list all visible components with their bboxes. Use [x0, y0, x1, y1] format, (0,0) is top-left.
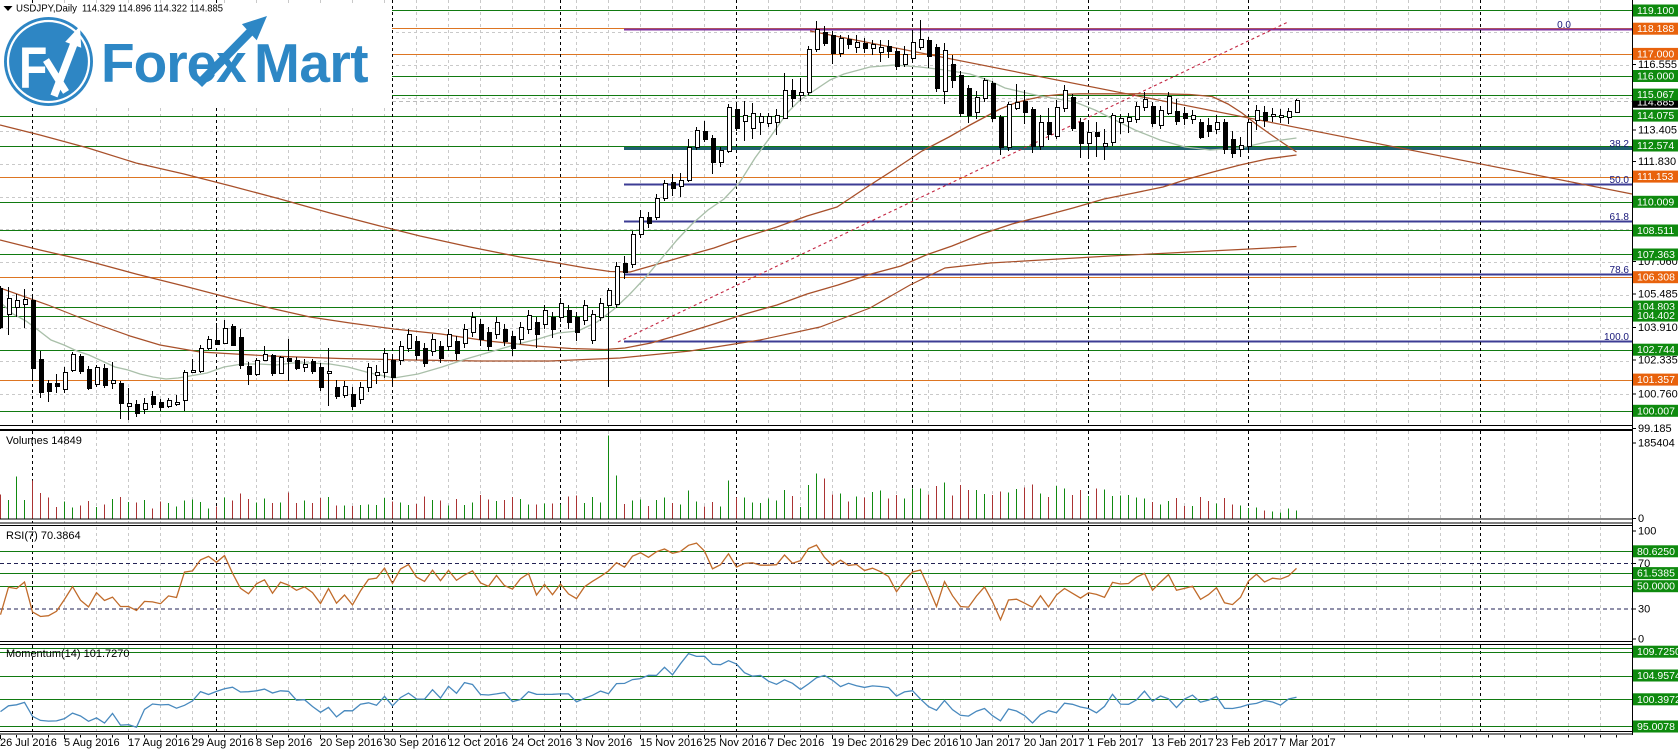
- svg-text:25 Nov 2016: 25 Nov 2016: [704, 737, 766, 749]
- svg-text:0: 0: [1638, 513, 1644, 525]
- svg-text:102.335: 102.335: [1638, 354, 1678, 366]
- svg-text:7 Mar 2017: 7 Mar 2017: [1280, 737, 1336, 749]
- svg-text:111.153: 111.153: [1637, 171, 1674, 183]
- svg-text:1 Feb 2017: 1 Feb 2017: [1088, 737, 1144, 749]
- svg-text:19 Dec 2016: 19 Dec 2016: [832, 737, 894, 749]
- svg-text:50.0000: 50.0000: [1637, 581, 1675, 593]
- svg-text:100: 100: [1638, 526, 1656, 538]
- svg-text:110.009: 110.009: [1637, 196, 1674, 208]
- svg-text:70: 70: [1638, 558, 1650, 570]
- svg-text:13 Feb 2017: 13 Feb 2017: [1152, 737, 1214, 749]
- svg-text:20 Sep 2016: 20 Sep 2016: [320, 737, 382, 749]
- svg-text:116.555: 116.555: [1638, 59, 1677, 71]
- svg-text:109.7250: 109.7250: [1637, 646, 1678, 658]
- svg-text:3 Nov 2016: 3 Nov 2016: [576, 737, 632, 749]
- svg-text:116.000: 116.000: [1637, 71, 1674, 83]
- svg-text:104.9574: 104.9574: [1637, 670, 1678, 682]
- svg-text:80.6250: 80.6250: [1637, 546, 1675, 558]
- svg-text:117.000: 117.000: [1637, 48, 1674, 60]
- svg-text:61.8: 61.8: [1610, 212, 1630, 223]
- svg-text:F: F: [19, 36, 47, 101]
- svg-text:100.3972: 100.3972: [1637, 694, 1678, 706]
- svg-text:15 Nov 2016: 15 Nov 2016: [640, 737, 702, 749]
- svg-text:Volumes 14849: Volumes 14849: [6, 435, 82, 447]
- svg-text:105.485: 105.485: [1638, 289, 1678, 301]
- svg-text:23 Feb 2017: 23 Feb 2017: [1216, 737, 1278, 749]
- svg-text:29 Dec 2016: 29 Dec 2016: [896, 737, 958, 749]
- svg-text:20 Jan 2017: 20 Jan 2017: [1024, 737, 1085, 749]
- svg-text:26 Jul 2016: 26 Jul 2016: [0, 737, 57, 749]
- svg-text:30: 30: [1638, 604, 1650, 616]
- svg-text:107.363: 107.363: [1637, 249, 1675, 261]
- svg-text:99.185: 99.185: [1638, 423, 1672, 435]
- svg-text:112.574: 112.574: [1637, 140, 1674, 152]
- svg-text:29 Aug 2016: 29 Aug 2016: [192, 737, 254, 749]
- svg-text:115.067: 115.067: [1637, 89, 1674, 101]
- svg-text:61.5385: 61.5385: [1637, 568, 1675, 580]
- svg-text:111.830: 111.830: [1638, 156, 1676, 168]
- svg-text:0.0: 0.0: [1557, 20, 1571, 31]
- svg-text:118.188: 118.188: [1637, 23, 1674, 35]
- svg-text:Momentum(14) 101.7270: Momentum(14) 101.7270: [6, 648, 130, 660]
- svg-text:USDJPY,Daily: USDJPY,Daily: [16, 3, 78, 15]
- svg-text:RSI(7) 70.3864: RSI(7) 70.3864: [6, 530, 81, 542]
- svg-text:95.0078: 95.0078: [1637, 721, 1675, 733]
- svg-text:103.910: 103.910: [1638, 322, 1678, 334]
- svg-text:50.0: 50.0: [1610, 175, 1630, 186]
- svg-text:Mart: Mart: [254, 32, 368, 94]
- svg-text:114.329 114.896 114.322 114.88: 114.329 114.896 114.322 114.885: [82, 3, 223, 15]
- svg-text:7 Dec 2016: 7 Dec 2016: [768, 737, 824, 749]
- svg-text:12 Oct 2016: 12 Oct 2016: [448, 737, 508, 749]
- svg-text:119.100: 119.100: [1637, 5, 1674, 17]
- svg-text:78.6: 78.6: [1610, 265, 1630, 276]
- svg-text:100.760: 100.760: [1638, 389, 1678, 401]
- svg-text:5 Aug 2016: 5 Aug 2016: [64, 737, 120, 749]
- svg-text:102.744: 102.744: [1637, 344, 1675, 356]
- svg-text:104.402: 104.402: [1637, 310, 1675, 322]
- svg-text:185404: 185404: [1638, 438, 1675, 450]
- svg-text:8 Sep 2016: 8 Sep 2016: [256, 737, 312, 749]
- svg-text:17 Aug 2016: 17 Aug 2016: [128, 737, 190, 749]
- svg-text:0: 0: [1638, 634, 1644, 646]
- svg-text:38.2: 38.2: [1610, 139, 1630, 150]
- svg-text:30 Sep 2016: 30 Sep 2016: [384, 737, 446, 749]
- svg-text:101.357: 101.357: [1637, 374, 1675, 386]
- svg-text:100.0: 100.0: [1604, 332, 1629, 343]
- svg-text:108.511: 108.511: [1637, 225, 1674, 237]
- svg-text:24 Oct 2016: 24 Oct 2016: [512, 737, 572, 749]
- svg-text:100.007: 100.007: [1637, 405, 1675, 417]
- svg-text:10 Jan 2017: 10 Jan 2017: [960, 737, 1021, 749]
- svg-text:106.308: 106.308: [1637, 272, 1675, 284]
- svg-text:114.075: 114.075: [1637, 110, 1674, 122]
- svg-text:113.405: 113.405: [1638, 125, 1677, 137]
